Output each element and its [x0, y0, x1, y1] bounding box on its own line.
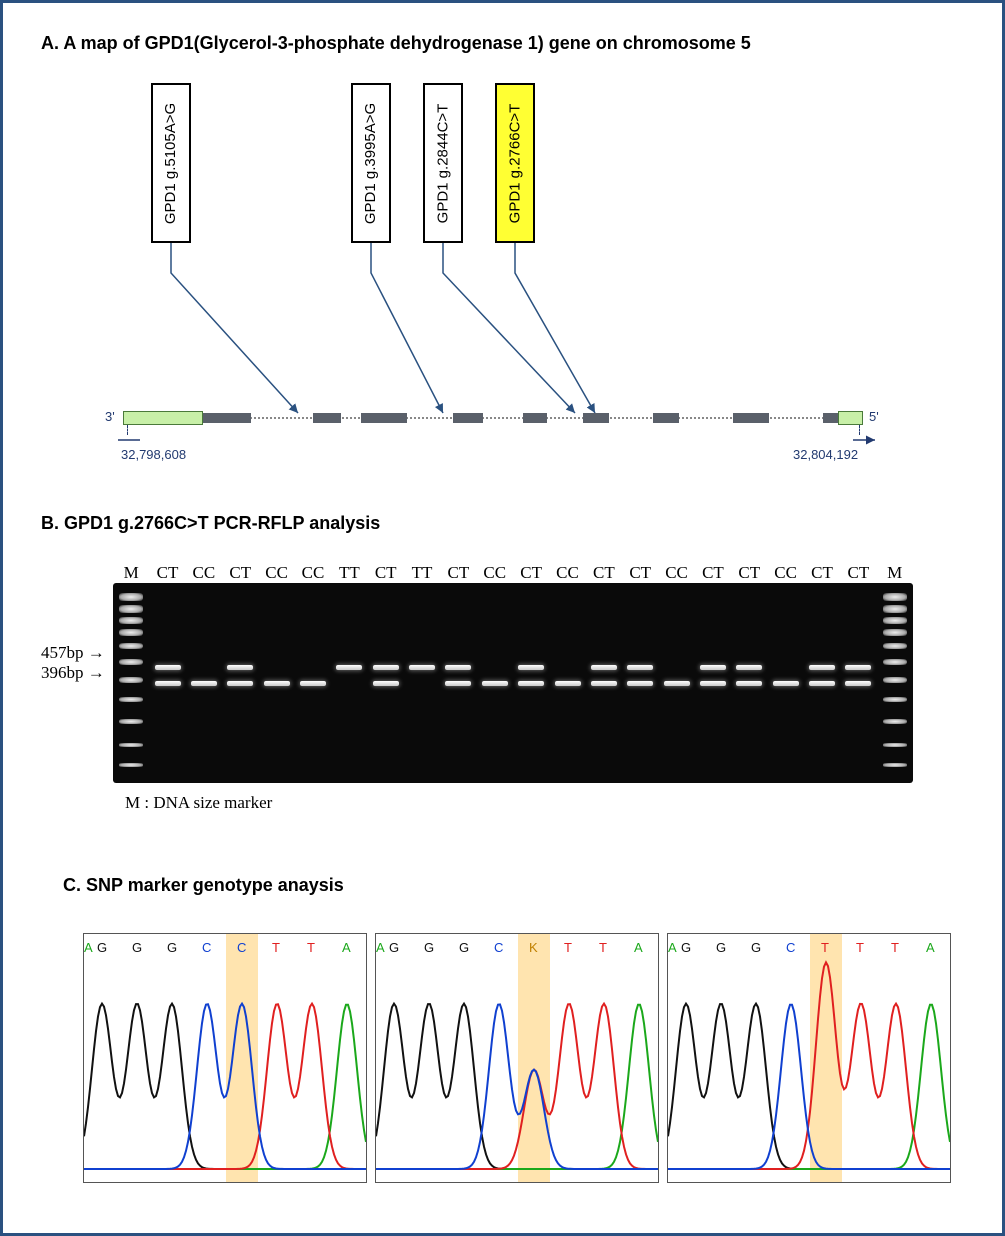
- lane-label: CC: [258, 563, 294, 583]
- gene-start-coord: 32,798,608: [121, 447, 186, 462]
- panelB-title: B. GPD1 g.2766C>T PCR-RFLP analysis: [41, 513, 380, 534]
- gel-band: [518, 665, 544, 670]
- gel-band: [664, 681, 690, 686]
- chromatogram-panel-1: GGGCKTTAA: [375, 933, 659, 1183]
- gel-band: [845, 681, 871, 686]
- gel-band: [555, 681, 581, 686]
- gel-band: [264, 681, 290, 686]
- gene-diagram: 3' 5' 32,798,608 32,804,192: [123, 411, 863, 471]
- gel-band: [627, 681, 653, 686]
- snp-box-1: GPD1 g.3995A>G: [351, 83, 391, 243]
- lane-label: M: [113, 563, 149, 583]
- panelC-title: C. SNP marker genotype anaysis: [63, 875, 344, 896]
- gel-band: [700, 681, 726, 686]
- ladder-lane: [880, 583, 910, 783]
- snp-box-3: GPD1 g.2766C>T: [495, 83, 535, 243]
- snp-box-0: GPD1 g.5105A>G: [151, 83, 191, 243]
- gel-band: [191, 681, 217, 686]
- gene-exon: [653, 413, 679, 423]
- gel-marker-note: M : DNA size marker: [125, 793, 272, 813]
- snp-box-label: GPD1 g.3995A>G: [363, 102, 380, 223]
- lane-label: CT: [440, 563, 476, 583]
- gel-band: [409, 665, 435, 670]
- gene-exon: [203, 413, 251, 423]
- gel-band: [736, 681, 762, 686]
- gel-image: [113, 583, 913, 783]
- gene-utr: [123, 411, 203, 425]
- gel-band: [482, 681, 508, 686]
- gel-band: [227, 681, 253, 686]
- gel-band: [227, 665, 253, 670]
- snp-box-label: GPD1 g.2844C>T: [435, 103, 452, 223]
- gel-band: [445, 681, 471, 686]
- gel-band: [336, 665, 362, 670]
- bp-size-label: 457bp →: [41, 643, 105, 663]
- gel-band: [591, 665, 617, 670]
- lane-label: CC: [295, 563, 331, 583]
- gel-band: [373, 681, 399, 686]
- chromatogram-row: GGGCCTTAAGGGCKTTAAGGGCTTTAA: [83, 933, 951, 1183]
- lane-label: CT: [513, 563, 549, 583]
- snp-box-label: GPD1 g.2766C>T: [507, 103, 524, 223]
- lane-label: CT: [804, 563, 840, 583]
- gene-3prime-label: 3': [105, 409, 115, 424]
- gel-band: [373, 665, 399, 670]
- gene-exon: [523, 413, 547, 423]
- gene-exon: [733, 413, 769, 423]
- lane-label: CT: [840, 563, 876, 583]
- snp-box-label: GPD1 g.5105A>G: [163, 102, 180, 223]
- lane-label: TT: [404, 563, 440, 583]
- lane-label: CT: [368, 563, 404, 583]
- gel-band: [736, 665, 762, 670]
- gel-band: [155, 681, 181, 686]
- gel-lane-labels: MCTCCCTCCCCTTCTTTCTCCCTCCCTCTCCCTCTCCCTC…: [113, 563, 913, 583]
- lane-label: CC: [767, 563, 803, 583]
- lane-label: CT: [731, 563, 767, 583]
- snp-box-2: GPD1 g.2844C>T: [423, 83, 463, 243]
- trace-T: [84, 1004, 366, 1169]
- gel-band: [809, 665, 835, 670]
- gel-band: [809, 681, 835, 686]
- gel-band: [155, 665, 181, 670]
- gene-5prime-label: 5': [869, 409, 879, 424]
- lane-label: TT: [331, 563, 367, 583]
- gene-exon: [583, 413, 609, 423]
- lane-label: CT: [222, 563, 258, 583]
- gel-band: [591, 681, 617, 686]
- gel-band: [445, 665, 471, 670]
- gel-band: [518, 681, 544, 686]
- gene-utr: [838, 411, 863, 425]
- lane-label: CC: [477, 563, 513, 583]
- chromatogram-panel-0: GGGCCTTAA: [83, 933, 367, 1183]
- gene-exon: [453, 413, 483, 423]
- gel-band: [773, 681, 799, 686]
- panelA-title: A. A map of GPD1(Glycerol-3-phosphate de…: [41, 33, 751, 54]
- gene-end-coord: 32,804,192: [793, 447, 858, 462]
- bp-size-label: 396bp →: [41, 663, 105, 683]
- gel-band: [627, 665, 653, 670]
- lane-label: CC: [658, 563, 694, 583]
- lane-label: CT: [622, 563, 658, 583]
- gel-band: [300, 681, 326, 686]
- lane-label: M: [877, 563, 913, 583]
- gene-exon: [313, 413, 341, 423]
- lane-label: CC: [186, 563, 222, 583]
- figure-frame: A. A map of GPD1(Glycerol-3-phosphate de…: [0, 0, 1005, 1236]
- trace-T: [376, 1004, 658, 1169]
- gel-band: [845, 665, 871, 670]
- gel-area: MCTCCCTCCCCTTCTTTCTCCCTCCCTCTCCCTCTCCCTC…: [113, 563, 913, 783]
- gene-exon: [823, 413, 838, 423]
- lane-label: CT: [586, 563, 622, 583]
- lane-label: CT: [695, 563, 731, 583]
- ladder-lane: [116, 583, 146, 783]
- chromatogram-panel-2: GGGCTTTAA: [667, 933, 951, 1183]
- lane-label: CT: [149, 563, 185, 583]
- gene-exon: [361, 413, 407, 423]
- gel-band: [700, 665, 726, 670]
- lane-label: CC: [549, 563, 585, 583]
